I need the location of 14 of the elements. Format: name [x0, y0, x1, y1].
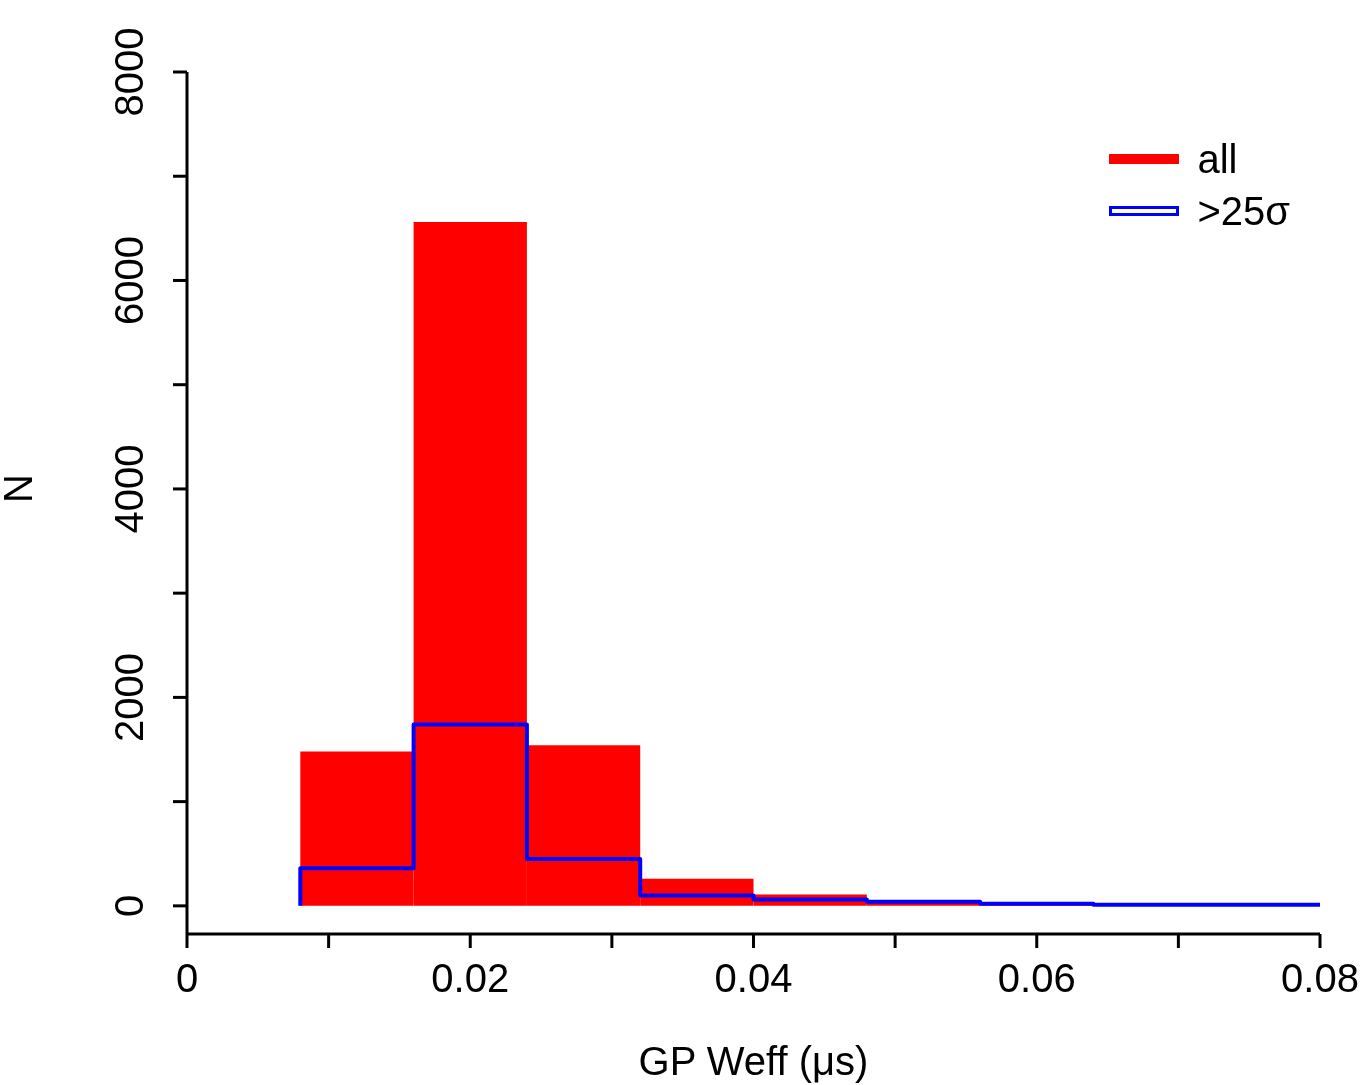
x-tick-label: 0.04 [714, 956, 793, 1000]
y-tick-label: 4000 [107, 444, 151, 534]
legend-label: >25σ [1197, 188, 1290, 234]
y-tick-label: 8000 [107, 27, 151, 117]
x-tick-label: 0.06 [997, 956, 1076, 1000]
x-tick-label: 0 [175, 956, 199, 1000]
x-tick-label: 0.02 [431, 956, 510, 1000]
x-tick-label: 0.08 [1281, 956, 1359, 1000]
y-axis-title: N [0, 474, 41, 503]
x-axis-title: GP Weff (μs) [638, 1039, 869, 1083]
legend-label: all [1197, 136, 1238, 182]
y-tick-label: 2000 [107, 652, 151, 742]
y-tick-label: 6000 [107, 235, 151, 325]
y-tick-label: 0 [107, 894, 151, 917]
